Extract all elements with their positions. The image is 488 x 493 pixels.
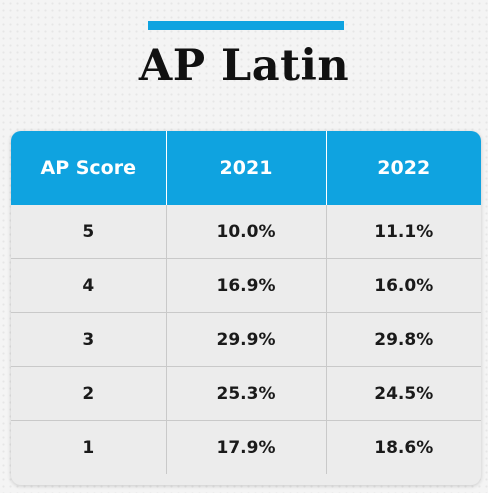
value-2021-cell: 29.9% [166, 312, 327, 367]
column-header-2022: 2022 [326, 131, 481, 205]
value-2022-cell: 18.6% [326, 420, 481, 474]
value-2022-cell: 29.8% [326, 312, 481, 367]
column-header-ap-score: AP Score [11, 131, 167, 205]
value-2022-cell: 24.5% [326, 366, 481, 421]
score-table-card: AP Score 2021 2022 5 10.0% 11.1% 4 16.9%… [11, 131, 481, 485]
table-row: 4 16.9% 16.0% [11, 258, 481, 313]
value-2022-cell: 11.1% [326, 205, 481, 259]
table-row: 1 17.9% 18.6% [11, 420, 481, 474]
score-distribution-table: AP Score 2021 2022 5 10.0% 11.1% 4 16.9%… [11, 131, 481, 474]
score-cell: 1 [11, 420, 167, 474]
table-row: 5 10.0% 11.1% [11, 205, 481, 259]
table-row: 3 29.9% 29.8% [11, 312, 481, 367]
score-cell: 4 [11, 258, 167, 313]
score-cell: 5 [11, 205, 167, 259]
score-cell: 2 [11, 366, 167, 421]
value-2021-cell: 25.3% [166, 366, 327, 421]
title-accent-bar [148, 21, 344, 30]
table-row: 2 25.3% 24.5% [11, 366, 481, 421]
table-header-row: AP Score 2021 2022 [11, 131, 481, 205]
value-2021-cell: 17.9% [166, 420, 327, 474]
value-2021-cell: 16.9% [166, 258, 327, 313]
value-2021-cell: 10.0% [166, 205, 327, 259]
score-cell: 3 [11, 312, 167, 367]
page-title: AP Latin [138, 41, 350, 91]
column-header-2021: 2021 [166, 131, 327, 205]
value-2022-cell: 16.0% [326, 258, 481, 313]
